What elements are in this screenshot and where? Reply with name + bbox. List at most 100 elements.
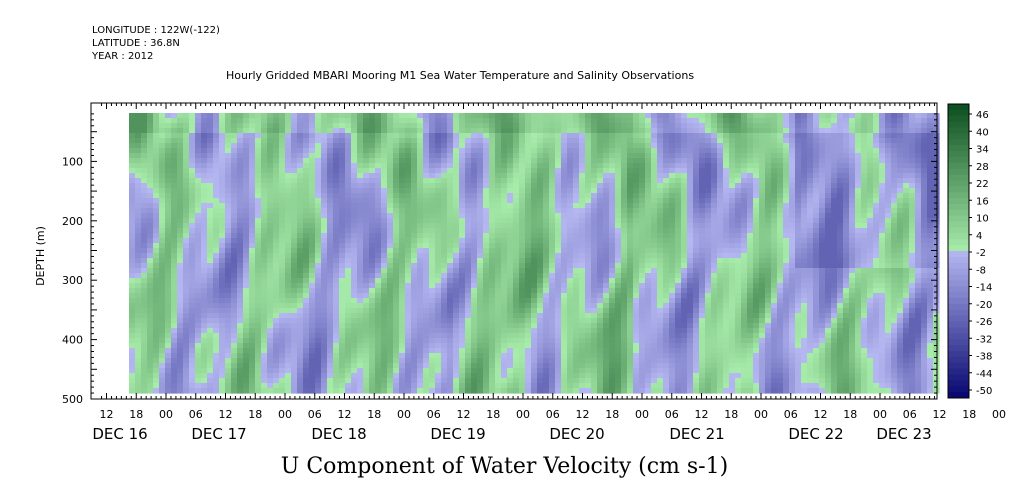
- heatmap-cell: [183, 248, 190, 254]
- heatmap-cell: [681, 188, 688, 194]
- heatmap-cell: [831, 228, 838, 234]
- heatmap-cell: [147, 223, 154, 229]
- heatmap-cell: [483, 133, 490, 139]
- heatmap-cell: [429, 208, 436, 214]
- heatmap-cell: [591, 193, 598, 199]
- heatmap-cell: [897, 183, 904, 189]
- heatmap-cell: [579, 253, 586, 259]
- heatmap-cell: [795, 193, 802, 199]
- heatmap-cell: [465, 278, 472, 284]
- heatmap-cell: [135, 238, 142, 244]
- heatmap-cell: [477, 248, 484, 254]
- heatmap-cell: [621, 173, 628, 179]
- heatmap-cell: [129, 118, 136, 124]
- heatmap-cell: [303, 113, 310, 119]
- heatmap-cell: [561, 198, 568, 204]
- heatmap-cell: [549, 113, 556, 119]
- heatmap-cell: [657, 168, 664, 174]
- heatmap-cell: [885, 148, 892, 154]
- heatmap-cell: [321, 238, 328, 244]
- heatmap-cell: [267, 213, 274, 219]
- heatmap-cell: [651, 228, 658, 234]
- heatmap-cell: [309, 243, 316, 249]
- heatmap-cell: [651, 113, 658, 119]
- heatmap-cell: [687, 158, 694, 164]
- heatmap-cell: [351, 253, 358, 259]
- heatmap-cell: [681, 178, 688, 184]
- heatmap-cell: [195, 268, 202, 274]
- heatmap-cell: [309, 118, 316, 124]
- heatmap-cell: [129, 278, 136, 284]
- heatmap-cell: [531, 263, 538, 269]
- heatmap-cell: [729, 183, 736, 189]
- heatmap-cell: [165, 218, 172, 224]
- heatmap-cell: [561, 178, 568, 184]
- heatmap-cell: [735, 143, 742, 149]
- heatmap-cell: [615, 218, 622, 224]
- heatmap-cell: [513, 203, 520, 209]
- heatmap-cell: [663, 188, 670, 194]
- heatmap-cell: [231, 223, 238, 229]
- heatmap-cell: [417, 163, 424, 169]
- heatmap-cell: [177, 238, 184, 244]
- heatmap-cell: [915, 128, 922, 134]
- heatmap-cell: [243, 148, 250, 154]
- heatmap-cell: [129, 133, 136, 139]
- heatmap-cell: [531, 143, 538, 149]
- heatmap-cell: [549, 173, 556, 179]
- heatmap-cell: [213, 233, 220, 239]
- heatmap-cell: [159, 233, 166, 239]
- heatmap-cell: [777, 248, 784, 254]
- heatmap-cell: [507, 148, 514, 154]
- heatmap-cell: [243, 128, 250, 134]
- heatmap-cell: [441, 173, 448, 179]
- heatmap-cell: [201, 118, 208, 124]
- heatmap-cell: [375, 288, 382, 294]
- heatmap-cell: [699, 203, 706, 209]
- heatmap-cell: [231, 248, 238, 254]
- heatmap-cell: [759, 198, 766, 204]
- heatmap-cell: [573, 188, 580, 194]
- heatmap-cell: [825, 263, 832, 269]
- heatmap-cell: [171, 168, 178, 174]
- heatmap-cell: [591, 278, 598, 284]
- heatmap-cell: [891, 158, 898, 164]
- heatmap-cell: [819, 173, 826, 179]
- heatmap-cell: [801, 288, 808, 294]
- heatmap-cell: [609, 113, 616, 119]
- heatmap-cell: [453, 158, 460, 164]
- heatmap-cell: [291, 138, 298, 144]
- heatmap-cell: [867, 258, 874, 264]
- heatmap-cell: [681, 128, 688, 134]
- heatmap-cell: [381, 163, 388, 169]
- heatmap-cell: [771, 188, 778, 194]
- heatmap-cell: [543, 128, 550, 134]
- heatmap-cell: [315, 213, 322, 219]
- heatmap-cell: [489, 148, 496, 154]
- heatmap-cell: [819, 218, 826, 224]
- heatmap-cell: [801, 153, 808, 159]
- heatmap-cell: [801, 273, 808, 279]
- heatmap-cell: [921, 258, 928, 264]
- heatmap-cell: [267, 148, 274, 154]
- heatmap-cell: [897, 128, 904, 134]
- heatmap-cell: [765, 173, 772, 179]
- heatmap-cell: [729, 283, 736, 289]
- heatmap-cell: [447, 268, 454, 274]
- heatmap-cell: [843, 258, 850, 264]
- heatmap-cell: [201, 283, 208, 289]
- heatmap-cell: [129, 188, 136, 194]
- heatmap-cell: [501, 143, 508, 149]
- heatmap-cell: [363, 193, 370, 199]
- heatmap-cell: [723, 183, 730, 189]
- heatmap-cell: [519, 183, 526, 189]
- heatmap-cell: [447, 148, 454, 154]
- heatmap-cell: [345, 283, 352, 289]
- heatmap-cell: [621, 178, 628, 184]
- heatmap-cell: [903, 168, 910, 174]
- heatmap-cell: [609, 273, 616, 279]
- heatmap-cell: [189, 278, 196, 284]
- heatmap-cell: [609, 163, 616, 169]
- heatmap-cell: [903, 133, 910, 139]
- heatmap-cell: [747, 198, 754, 204]
